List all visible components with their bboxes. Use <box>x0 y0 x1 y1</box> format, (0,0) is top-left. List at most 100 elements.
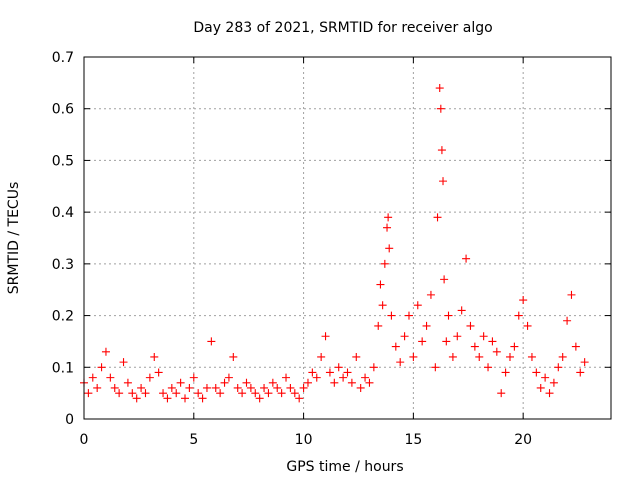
y-tick-label: 0.1 <box>52 360 74 376</box>
data-point <box>154 368 163 377</box>
data-point <box>384 213 393 222</box>
data-point <box>442 337 451 346</box>
data-point <box>356 383 365 392</box>
data-point <box>110 383 119 392</box>
data-point <box>189 373 198 382</box>
x-tick-label: 5 <box>189 432 198 448</box>
data-point <box>101 347 110 356</box>
y-axis-title: SRMTID / TECUs <box>6 182 22 295</box>
data-point <box>563 316 572 325</box>
data-point <box>128 389 137 398</box>
data-point <box>255 394 264 403</box>
data-point <box>462 254 471 263</box>
data-point <box>167 383 176 392</box>
data-point <box>84 389 93 398</box>
data-point <box>325 368 334 377</box>
y-tick-label: 0.5 <box>52 153 74 169</box>
data-point <box>176 378 185 387</box>
data-point <box>497 389 506 398</box>
data-point <box>224 373 233 382</box>
plot-area-frame <box>83 56 612 420</box>
data-point <box>505 352 514 361</box>
data-point <box>426 290 435 299</box>
data-point <box>510 342 519 351</box>
data-point <box>380 259 389 268</box>
data-point <box>444 311 453 320</box>
data-point <box>378 301 387 310</box>
data-point <box>383 223 392 232</box>
y-tick-label: 0 <box>65 412 74 428</box>
data-point <box>365 378 374 387</box>
data-point <box>352 352 361 361</box>
data-point <box>400 332 409 341</box>
data-point <box>233 383 242 392</box>
data-point <box>492 347 501 356</box>
data-point <box>119 358 128 367</box>
data-point <box>470 342 479 351</box>
data-point <box>246 383 255 392</box>
data-point <box>347 378 356 387</box>
data-point <box>439 177 448 186</box>
data-point <box>303 378 312 387</box>
data-point <box>422 321 431 330</box>
data-point <box>409 352 418 361</box>
data-point <box>343 368 352 377</box>
data-point <box>317 352 326 361</box>
data-point <box>571 342 580 351</box>
data-point <box>404 311 413 320</box>
data-point <box>181 394 190 403</box>
data-point <box>418 337 427 346</box>
x-axis-tick-labels: 0 5 10 15 20 <box>80 432 533 448</box>
data-point <box>132 394 141 403</box>
data-point <box>369 363 378 372</box>
data-point <box>172 389 181 398</box>
data-point <box>466 321 475 330</box>
y-tick-label: 0.3 <box>52 257 74 273</box>
data-point <box>436 104 445 113</box>
data-point <box>198 394 207 403</box>
data-point <box>580 358 589 367</box>
data-point <box>295 394 304 403</box>
data-point <box>541 373 550 382</box>
data-point <box>391 342 400 351</box>
data-point <box>339 373 348 382</box>
y-axis-tick-labels: 0 0.1 0.2 0.3 0.4 0.5 0.6 0.7 <box>52 50 74 428</box>
data-point <box>435 84 444 93</box>
data-point <box>558 352 567 361</box>
data-point <box>308 368 317 377</box>
data-point <box>457 306 466 315</box>
data-point <box>220 378 229 387</box>
data-point <box>545 389 554 398</box>
data-point <box>159 389 168 398</box>
y-tick-label: 0.2 <box>52 309 74 325</box>
data-point <box>286 383 295 392</box>
y-tick-label: 0.6 <box>52 102 74 118</box>
data-point <box>567 290 576 299</box>
x-tick-label: 20 <box>514 432 532 448</box>
data-point <box>268 378 277 387</box>
data-point <box>536 383 545 392</box>
data-point <box>137 383 146 392</box>
y-tick-label: 0.7 <box>52 50 74 66</box>
data-point <box>385 244 394 253</box>
data-point <box>396 358 405 367</box>
data-point <box>549 378 558 387</box>
data-point <box>282 373 291 382</box>
x-tick-label: 10 <box>295 432 313 448</box>
data-point <box>376 280 385 289</box>
y-tick-label: 0.4 <box>52 205 74 221</box>
grid-lines <box>84 57 611 419</box>
data-point <box>501 368 510 377</box>
data-point <box>185 383 194 392</box>
data-point <box>229 352 238 361</box>
data-point <box>273 383 282 392</box>
data-point <box>361 373 370 382</box>
x-tick-label: 15 <box>404 432 422 448</box>
data-points <box>80 84 589 403</box>
data-point <box>238 389 247 398</box>
data-point <box>514 311 523 320</box>
data-point <box>431 363 440 372</box>
data-point <box>440 275 449 284</box>
chart-title: Day 283 of 2021, SRMTID for receiver alg… <box>193 20 492 36</box>
data-point <box>488 337 497 346</box>
